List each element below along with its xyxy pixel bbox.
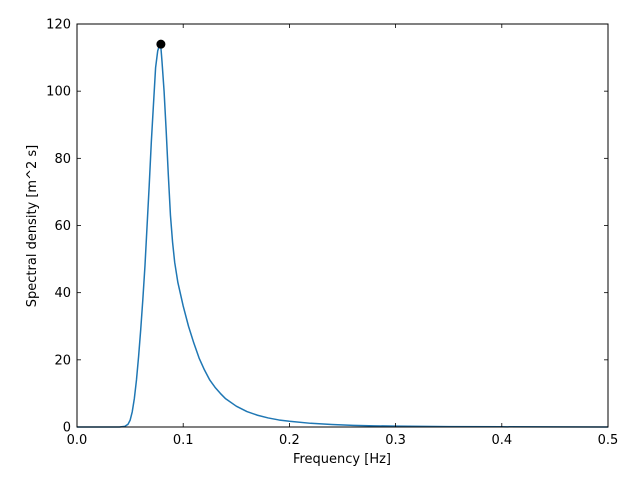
y-tick-label: 120	[46, 18, 71, 33]
y-tick-label: 100	[46, 85, 71, 100]
y-axis-ticks: 0 20 40 60 80 100 120	[46, 18, 608, 436]
y-tick-label: 80	[54, 152, 71, 167]
x-tick-label: 0.3	[385, 433, 406, 448]
series-line-0	[77, 43, 609, 428]
x-tick-label: 0.5	[598, 433, 619, 448]
x-axis-ticks: 0.0 0.1 0.2 0.3 0.4 0.5	[67, 24, 619, 448]
x-tick-label: 0.2	[279, 433, 300, 448]
y-axis-label: Spectral density [m^2 s]	[25, 145, 40, 307]
y-tick-label: 40	[54, 286, 71, 301]
y-tick-label: 60	[54, 219, 71, 234]
x-axis-label: Frequency [Hz]	[293, 452, 391, 467]
y-tick-label: 20	[54, 353, 71, 368]
x-tick-label: 0.0	[67, 433, 88, 448]
x-tick-label: 0.4	[491, 433, 512, 448]
y-tick-label: 0	[63, 421, 71, 436]
peak-marker	[156, 39, 166, 49]
x-tick-label: 0.1	[173, 433, 194, 448]
